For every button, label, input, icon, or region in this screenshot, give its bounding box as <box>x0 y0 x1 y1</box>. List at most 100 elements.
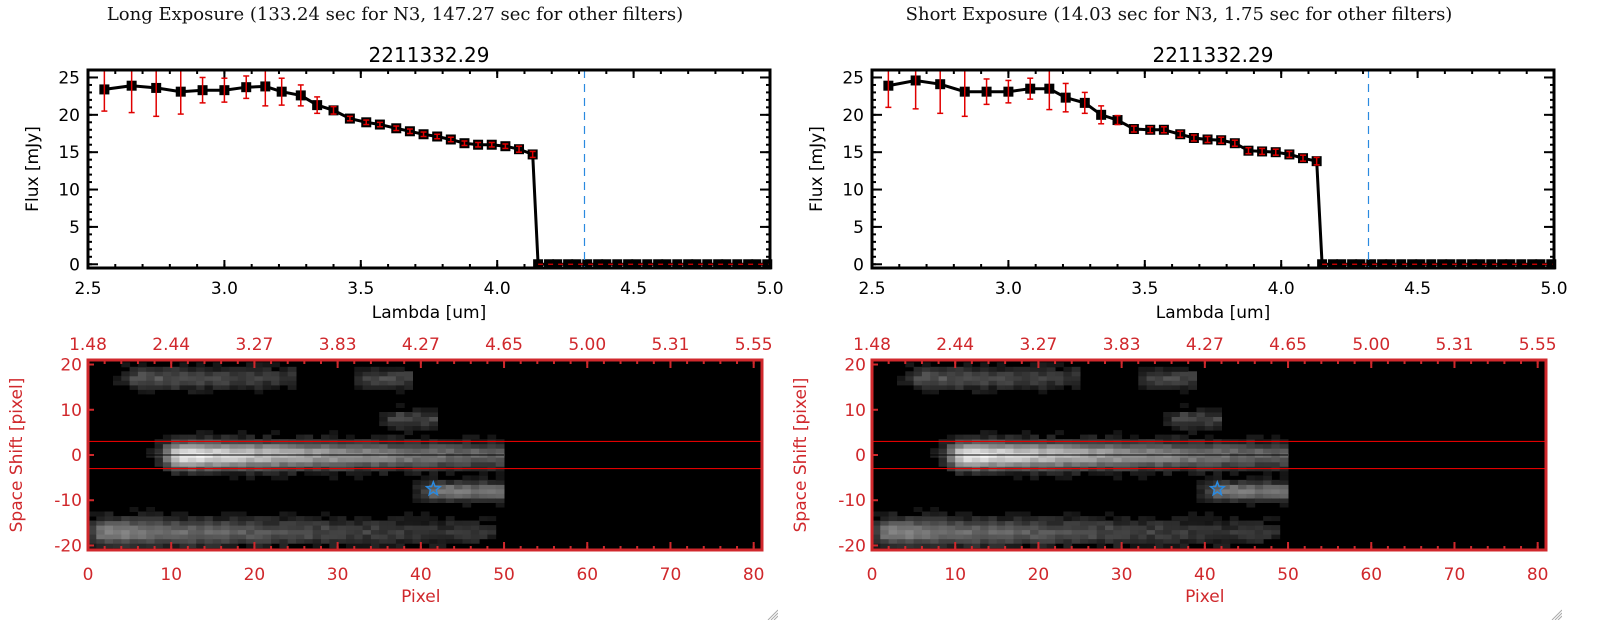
image-pixel <box>462 525 472 531</box>
image-pixel <box>1204 484 1214 490</box>
image-pixel <box>1263 529 1272 535</box>
image-pixel <box>980 375 989 381</box>
image-pixel <box>429 407 438 413</box>
image-pixel <box>312 448 322 454</box>
image-pixel <box>454 457 463 463</box>
image-pixel <box>1146 461 1156 467</box>
image-pixel <box>963 366 973 372</box>
image-pixel <box>346 534 355 540</box>
image-pixel <box>387 457 397 463</box>
image-pixel <box>137 520 147 526</box>
image-pixel <box>304 443 314 449</box>
image-pixel <box>1013 371 1023 377</box>
image-pixel <box>1213 475 1222 481</box>
image-pixel <box>1188 412 1197 417</box>
image-pixel <box>1171 543 1181 549</box>
image-pixel <box>1005 457 1014 463</box>
image-pixel <box>129 516 139 522</box>
image-pixel <box>1021 511 1031 517</box>
x-tick-label: 30 <box>1111 565 1133 585</box>
image-pixel <box>370 461 380 467</box>
image-pixel <box>1171 525 1181 531</box>
image-pixel <box>296 520 305 526</box>
image-pixel <box>1204 538 1214 544</box>
image-pixel <box>1196 407 1206 413</box>
image-pixel <box>980 384 989 390</box>
image-pixel <box>1146 375 1156 381</box>
image-pixel <box>229 384 239 390</box>
image-pixel <box>1188 525 1197 531</box>
image-pixel <box>980 543 989 549</box>
image-pixel <box>980 371 989 377</box>
y-tick-label: 10 <box>842 181 864 201</box>
image-pixel <box>1246 488 1256 494</box>
image-pixel <box>262 366 272 372</box>
image-pixel <box>1080 457 1089 463</box>
image-pixel <box>1055 457 1064 463</box>
data-point <box>1486 259 1497 270</box>
image-pixel <box>1229 516 1239 522</box>
image-pixel <box>1038 389 1048 395</box>
image-pixel <box>420 488 430 494</box>
image-pixel <box>938 520 948 526</box>
image-pixel <box>1138 520 1148 526</box>
resize-grip-icon[interactable] <box>766 608 778 620</box>
image-pixel <box>387 448 397 454</box>
image-pixel <box>1163 434 1172 440</box>
image-pixel <box>387 443 397 449</box>
image-pixel <box>246 525 255 531</box>
image-pixel <box>955 516 964 522</box>
image-pixel <box>370 543 380 549</box>
image-pixel <box>279 470 289 476</box>
image-pixel <box>454 479 463 485</box>
resize-grip-icon[interactable] <box>1550 608 1562 620</box>
image-pixel <box>1171 443 1181 449</box>
image-pixel <box>212 470 222 476</box>
image-pixel <box>1021 538 1031 544</box>
image-pixel <box>287 470 297 476</box>
image-pixel <box>1113 470 1123 476</box>
image-pixel <box>420 525 430 531</box>
data-point <box>1415 259 1426 270</box>
image-pixel <box>963 538 973 544</box>
image-pixel <box>971 434 981 440</box>
image-pixel <box>1038 538 1048 544</box>
image-pixel <box>1071 529 1081 535</box>
image-pixel <box>237 366 247 372</box>
image-pixel <box>445 538 455 544</box>
image-pixel <box>395 403 405 408</box>
image-pixel <box>395 538 405 544</box>
image-pixel <box>154 538 164 544</box>
image-pixel <box>321 470 330 476</box>
image-pixel <box>1071 461 1081 467</box>
image-pixel <box>271 457 280 463</box>
image-pixel <box>279 457 289 463</box>
image-pixel <box>171 434 180 440</box>
image-pixel <box>187 520 197 526</box>
image-pixel <box>395 412 405 417</box>
image-pixel <box>946 525 956 531</box>
image-pixel <box>96 516 106 522</box>
image-pixel <box>1105 538 1114 544</box>
image-pixel <box>1246 525 1256 531</box>
x-tick-label: 60 <box>576 565 598 585</box>
x-tick-label: 3.0 <box>995 279 1022 299</box>
image-pixel <box>1188 457 1197 463</box>
image-pixel <box>1130 443 1139 449</box>
image-pixel <box>370 434 380 440</box>
image-pixel <box>1154 380 1164 386</box>
image-pixel <box>921 529 931 535</box>
image-pixel <box>1096 520 1106 526</box>
image-pixel <box>395 457 405 463</box>
image-pixel <box>1154 384 1164 390</box>
y-axis-label: Flux [mJy] <box>807 126 827 212</box>
image-pixel <box>1238 457 1247 463</box>
image-pixel <box>404 538 413 544</box>
image-pixel <box>271 371 280 377</box>
image-pixel <box>279 543 289 549</box>
image-pixel <box>1171 412 1181 417</box>
image-pixel <box>137 371 147 377</box>
image-pixel <box>379 457 388 463</box>
image-pixel <box>963 511 973 517</box>
image-pixel <box>187 448 197 454</box>
